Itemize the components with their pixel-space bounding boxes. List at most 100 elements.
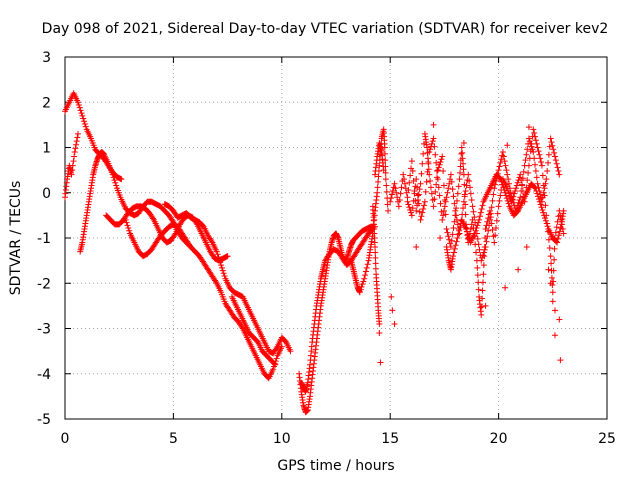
data-point [426,149,433,156]
data-point [381,144,388,151]
data-point [491,185,498,192]
data-point [503,195,510,202]
data-point [81,118,88,125]
data-point [214,251,221,258]
data-point [502,162,509,169]
data-point [464,231,471,238]
data-point [535,193,542,200]
data-point [531,184,538,191]
data-point [444,189,451,196]
data-point [443,225,450,232]
y-tick-label: 1 [42,141,51,157]
data-point [495,203,502,210]
data-point [456,227,463,234]
data-point [461,193,468,200]
data-point [433,159,440,166]
data-point [449,231,456,238]
data-point [485,227,492,234]
data-point [425,166,432,173]
data-point [476,213,483,220]
data-point [471,230,478,237]
data-point [77,107,84,114]
data-point [409,168,416,175]
data-point [287,348,294,355]
data-point [410,197,417,204]
data-point [377,359,384,366]
data-point [444,229,451,236]
data-point [547,135,554,142]
data-point [409,205,416,212]
data-point [453,238,460,245]
data-point [532,133,539,140]
data-point [400,171,407,178]
data-point [406,179,413,186]
data-point [475,219,482,226]
x-tick-label: 0 [61,431,70,447]
data-point [496,175,503,182]
data-point [416,208,423,215]
data-point [545,159,552,166]
data-point [408,158,415,165]
data-point [218,262,225,269]
data-point [442,198,449,205]
data-point [455,183,462,190]
data-point [72,145,79,152]
y-tick-label: -5 [37,412,51,428]
data-point [118,176,125,183]
data-point [555,232,562,239]
data-point [480,271,487,278]
data-point [557,225,564,232]
data-point [415,191,422,198]
data-point [482,302,489,309]
data-point [480,262,487,269]
data-point [420,150,427,157]
data-point [532,185,539,192]
data-point [555,168,562,175]
data-point [109,171,116,178]
data-point [545,236,552,243]
data-point [488,204,495,211]
data-point [543,176,550,183]
data-point [530,149,537,156]
data-point [462,187,469,194]
data-point [401,176,408,183]
data-point [388,293,395,300]
data-point [546,244,553,251]
data-point [533,140,540,147]
axis-ticks: 0 5 10 15 20 25 -5 -4 -3 -2 -1 0 1 2 3 [37,50,616,447]
data-point [494,210,501,217]
data-point [74,134,81,141]
data-point [468,221,475,228]
data-point [523,244,530,251]
data-point [440,212,447,219]
data-point [478,311,485,318]
data-point [415,200,422,207]
data-point [542,202,549,209]
chart-title: Day 098 of 2021, Sidereal Day-to-day VTE… [42,21,609,37]
data-point [437,235,444,241]
data-point [358,283,365,290]
data-point [501,158,508,165]
data-point [434,176,441,183]
data-point [535,196,542,203]
data-point [460,139,467,146]
data-point [171,231,178,238]
data-point [411,190,418,197]
data-point [518,187,525,194]
data-point [432,151,439,158]
data-point [548,274,555,281]
data-point [458,150,465,157]
data-point [450,249,457,256]
data-point [383,188,390,195]
data-point [408,209,415,216]
data-point [434,168,441,175]
data-point [523,151,530,158]
data-point [372,244,379,251]
data-point [500,153,507,160]
data-point [545,151,552,158]
data-point [550,146,557,153]
data-point [391,180,398,187]
data-point [363,264,370,271]
data-point [75,101,82,108]
data-point [505,176,512,183]
